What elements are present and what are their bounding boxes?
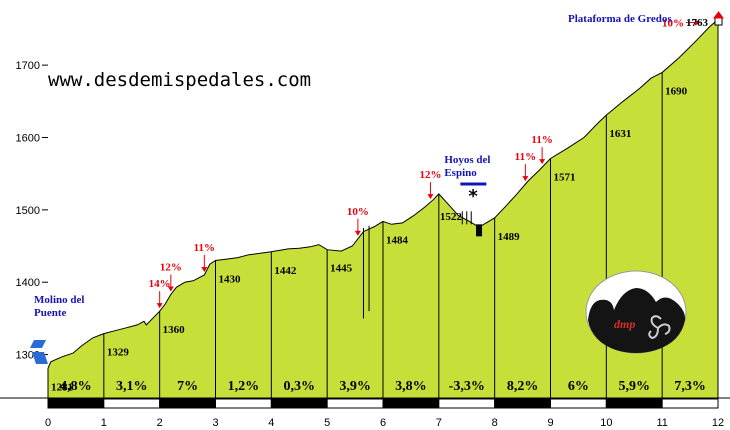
km-bar-segment <box>661 398 719 409</box>
altitude-label: 1484 <box>386 234 409 246</box>
km-bar-segment <box>550 398 607 409</box>
place-name: Hoyos del <box>444 154 490 166</box>
altitude-label: 1360 <box>163 324 186 336</box>
dmp-logo: dmp <box>585 270 687 354</box>
x-tick-label: 12 <box>712 417 724 429</box>
summit-icon-roof <box>713 11 724 19</box>
gradient-label: -3,3% <box>449 379 485 394</box>
steep-arrowhead <box>522 176 529 182</box>
start-icon <box>32 352 48 364</box>
x-tick-label: 11 <box>656 417 667 429</box>
steep-arrowhead <box>201 266 208 272</box>
km-bar-segment <box>494 398 551 409</box>
steep-arrowhead <box>695 19 701 26</box>
x-tick-label: 6 <box>380 417 386 429</box>
fountain-icon <box>476 224 483 237</box>
place-name: Plataforma de Gredos <box>568 13 672 25</box>
km-bar-segment <box>270 398 328 409</box>
x-tick-label: 2 <box>157 417 163 429</box>
km-bar-segment <box>103 398 161 409</box>
gradient-labels-layer: 4,8% 3,1% 7% 1,2% 0,3% 3,9% 3,8% -3,3% 8,2% 6% 5,9… <box>60 379 706 394</box>
place-name: Puente <box>34 307 67 319</box>
km-scale-bar <box>47 398 719 409</box>
steep-label: 12% <box>160 262 182 274</box>
gradient-label: 7,3% <box>674 379 706 394</box>
steep-label: 11% <box>531 134 552 146</box>
y-tick-label: 1600 <box>16 132 40 144</box>
steep-label: 11% <box>194 242 215 254</box>
steep-arrowhead <box>156 303 163 309</box>
km-bar-segment <box>215 398 272 409</box>
altitude-label: 1329 <box>107 347 130 359</box>
steep-arrowhead <box>354 230 361 236</box>
altitude-label: 1445 <box>330 263 353 275</box>
altitude-label: 1631 <box>609 128 631 140</box>
steep-label: 10% <box>662 18 684 30</box>
gradient-label: 1,2% <box>228 379 260 394</box>
altitude-labels-layer: 1281 1329 1360 1430 1442 1445 1484 1522 1489 1571… <box>51 85 688 393</box>
steep-arrowhead <box>539 159 546 165</box>
km-bar-segment <box>605 398 663 409</box>
gradient-label: 3,9% <box>339 379 371 394</box>
x-tick-label: 1 <box>101 417 107 429</box>
altitude-label: 1690 <box>665 85 688 97</box>
gradient-label: 0,3% <box>284 379 316 394</box>
place-name: Espino <box>444 167 477 179</box>
x-tick-label: 4 <box>268 417 274 429</box>
steep-arrowhead <box>167 286 174 292</box>
x-tick-label: 9 <box>547 417 553 429</box>
steep-arrowhead <box>427 194 434 200</box>
gradient-label: 7% <box>177 379 198 394</box>
gradient-label: 4,8% <box>60 379 92 394</box>
altitude-label: 1571 <box>554 171 576 183</box>
y-tick-label: 1700 <box>16 60 40 72</box>
y-tick-label: 1500 <box>16 205 40 217</box>
gradient-label: 6% <box>568 379 589 394</box>
gradient-label: 5,9% <box>619 379 651 394</box>
website-label: www.desdemispedales.com <box>48 69 311 91</box>
altitude-label: 1522 <box>440 211 463 223</box>
gradient-label: 3,8% <box>395 379 427 394</box>
km-bar-segment <box>326 398 384 409</box>
start-icon <box>30 340 46 348</box>
x-tick-label: 5 <box>324 417 330 429</box>
gradient-label: 3,1% <box>116 379 148 394</box>
x-tick-label: 3 <box>212 417 218 429</box>
km-bar-segment <box>382 398 440 409</box>
gradient-label: 8,2% <box>507 379 539 394</box>
altitude-label: 1430 <box>219 274 242 286</box>
steep-sections-layer: 14% 12% 11% 10% 12% 11% 11% 10% <box>149 18 701 309</box>
summit-altitude: 1763 <box>686 17 709 29</box>
altitude-label: 1489 <box>498 231 520 243</box>
y-tick-label: 1400 <box>16 277 40 289</box>
steep-label: 14% <box>149 278 171 290</box>
steep-label: 10% <box>347 206 369 218</box>
x-tick-label: 8 <box>492 417 498 429</box>
steep-label: 11% <box>515 151 536 163</box>
km-bar-segment <box>47 398 105 409</box>
logo-text: dmp <box>614 317 635 331</box>
km-bar-segment <box>159 398 217 409</box>
km-bar-segment <box>438 398 496 409</box>
asterisk-icon: * <box>468 186 478 207</box>
place-name: Molino del <box>34 294 84 306</box>
altitude-label: 1281 <box>51 381 73 393</box>
x-tick-label: 10 <box>600 417 612 429</box>
altitude-label: 1442 <box>274 265 297 277</box>
steep-label: 12% <box>419 169 441 181</box>
x-tick-label: 7 <box>436 417 442 429</box>
x-tick-label: 0 <box>45 417 51 429</box>
